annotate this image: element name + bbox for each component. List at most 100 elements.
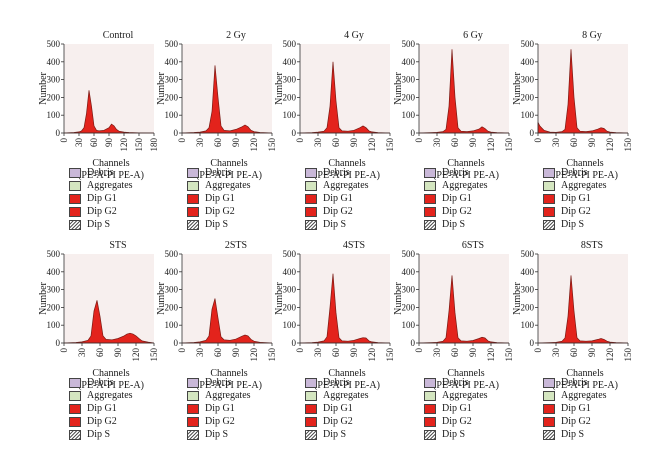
y-tick-label: 500: [402, 249, 416, 259]
y-tick-label: 100: [47, 110, 61, 120]
legend-label: Aggregates: [205, 180, 251, 191]
legend-label: Aggregates: [442, 390, 488, 401]
dip-s-swatch: [187, 220, 199, 230]
x-axis-label-line1: Channels: [328, 368, 366, 379]
y-axis-label: Number: [156, 281, 167, 314]
y-tick-label: 0: [530, 128, 535, 138]
dip-g1-swatch: [543, 194, 555, 204]
legend-label: Dip G1: [205, 403, 235, 414]
y-tick-label: 300: [521, 75, 535, 85]
legend-label: Dip G2: [442, 206, 472, 217]
x-tick-label: 90: [113, 348, 123, 358]
x-tick-label: 150: [623, 138, 633, 152]
dip-g1-swatch: [424, 194, 436, 204]
x-axis-label-line1: Channels: [447, 368, 485, 379]
plot-background: [419, 44, 509, 133]
histogram-area: [537, 275, 629, 344]
y-tick-label: 400: [402, 267, 416, 277]
aggregates-swatch: [187, 391, 199, 401]
x-axis-label-line1: Channels: [328, 158, 366, 169]
legend-label: Dip S: [561, 429, 585, 440]
x-tick-label: 30: [432, 138, 442, 148]
legend-label: Dip G1: [87, 193, 117, 204]
x-axis-label-line2: (PE-A-PI PE-A): [78, 380, 144, 391]
debris-swatch: [305, 168, 317, 178]
y-tick-label: 200: [47, 92, 61, 102]
x-tick-label: 90: [349, 348, 359, 358]
histogram-panel: 6STS 0 100 200 300 400 500 0 30 60 90 120 150 Number C…: [391, 240, 514, 455]
legend-label: Dip G1: [205, 193, 235, 204]
legend-label: Dip G1: [561, 403, 591, 414]
x-tick-label: 120: [367, 138, 377, 152]
histogram-panel: 8STS 0 100 200 300 400 500 0 30 60 90 120 150 Number C…: [510, 240, 633, 455]
dip-g2-swatch: [305, 417, 317, 427]
x-tick-label: 120: [605, 348, 615, 362]
legend-label: Dip S: [205, 219, 229, 230]
plot-background: [538, 254, 628, 343]
dip-g1-swatch: [305, 194, 317, 204]
legend-label: Aggregates: [561, 390, 607, 401]
dip-g1-swatch: [305, 404, 317, 414]
y-tick-label: 300: [521, 285, 535, 295]
debris-swatch: [69, 378, 81, 388]
legend-label: Dip G1: [561, 193, 591, 204]
panel-title: 2 Gy: [226, 30, 246, 41]
legend-label: Debris: [561, 377, 588, 388]
y-tick-label: 400: [283, 267, 297, 277]
y-tick-label: 500: [402, 39, 416, 49]
debris-swatch: [305, 378, 317, 388]
x-tick-label: 120: [131, 348, 141, 362]
y-axis-label: Number: [512, 281, 523, 314]
legend-label: Dip G2: [87, 416, 117, 427]
legend-label: Dip G2: [442, 416, 472, 427]
debris-swatch: [424, 168, 436, 178]
x-tick-label: 0: [177, 348, 187, 353]
x-tick-label: 90: [468, 348, 478, 358]
legend-label: Debris: [87, 167, 114, 178]
y-tick-label: 500: [521, 39, 535, 49]
legend-label: Dip G1: [442, 403, 472, 414]
histogram-panel: 6 Gy 0 100 200 300 400 500 0 30 60 90 120 150 Number C…: [391, 30, 514, 245]
x-tick-label: 30: [195, 138, 205, 148]
x-tick-label: 30: [551, 348, 561, 358]
y-tick-label: 100: [521, 110, 535, 120]
dip-g1-swatch: [424, 404, 436, 414]
y-tick-label: 0: [530, 338, 535, 348]
y-tick-label: 200: [402, 92, 416, 102]
debris-swatch: [543, 378, 555, 388]
y-tick-label: 200: [402, 302, 416, 312]
panel-title: Control: [102, 30, 134, 41]
y-tick-label: 0: [56, 128, 61, 138]
legend-label: Dip G2: [561, 206, 591, 217]
x-axis-label: Channels (PE-A-PI PE-A): [391, 368, 541, 392]
dip-g2-swatch: [187, 207, 199, 217]
legend-label: Dip S: [323, 219, 347, 230]
legend-label: Debris: [442, 167, 469, 178]
aggregates-swatch: [305, 181, 317, 191]
histogram-area: [537, 49, 629, 134]
x-axis-label-line2: (PE-A-PI PE-A): [433, 380, 499, 391]
y-tick-label: 400: [165, 267, 179, 277]
legend-label: Aggregates: [561, 180, 607, 191]
legend-label: Debris: [205, 377, 232, 388]
dip-s-swatch: [424, 430, 436, 440]
y-axis-label: Number: [156, 71, 167, 104]
x-axis-label-line1: Channels: [92, 158, 130, 169]
y-tick-label: 500: [47, 39, 61, 49]
x-axis-label-line2: (PE-A-PI PE-A): [196, 380, 262, 391]
x-axis-label-line2: (PE-A-PI PE-A): [552, 380, 618, 391]
dip-s-swatch: [305, 430, 317, 440]
x-tick-label: 30: [313, 138, 323, 148]
legend-label: Dip G2: [561, 416, 591, 427]
y-tick-label: 100: [402, 110, 416, 120]
dip-g2-swatch: [424, 417, 436, 427]
dip-g2-swatch: [69, 417, 81, 427]
x-axis-label: Channels (PE-A-PI PE-A): [272, 158, 422, 182]
x-tick-label: 150: [267, 138, 277, 152]
x-axis-label-line2: (PE-A-PI PE-A): [314, 380, 380, 391]
x-axis-label-line1: Channels: [566, 158, 604, 169]
legend-label: Dip G1: [323, 193, 353, 204]
y-tick-label: 200: [47, 302, 61, 312]
dip-s-swatch: [543, 220, 555, 230]
